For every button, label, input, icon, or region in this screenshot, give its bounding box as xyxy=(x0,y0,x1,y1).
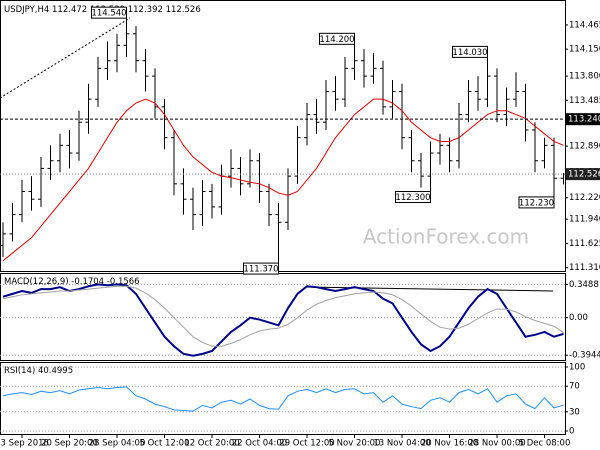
y-tick-label: 111.940 xyxy=(569,215,600,225)
macd-value: -0.1704 xyxy=(71,277,104,287)
annotation-box xyxy=(319,32,355,45)
x-tick-label: 12 Oct 20:00 xyxy=(184,439,239,449)
x-tick-label: 5 Dec 08:00 xyxy=(519,439,571,449)
annotation-label: 114.540 xyxy=(91,9,126,19)
y-tick-label: 114.150 xyxy=(569,45,600,55)
x-tick-label: 5 Nov 20:00 xyxy=(329,439,381,449)
annotation-box xyxy=(518,196,555,209)
annotation-box xyxy=(452,45,488,58)
series-line xyxy=(2,283,564,357)
x-tick-label: 13 Nov 04:00 xyxy=(373,439,430,449)
annotation-label: 112.230 xyxy=(519,198,554,208)
y-tick-label: 111.310 xyxy=(569,263,600,273)
y-tick-label: -0.3944 xyxy=(569,351,600,361)
open-value: 112.472 xyxy=(52,5,87,15)
y-tick-label: 0 xyxy=(569,427,574,437)
x-tick-label: 28 Sep 04:00 xyxy=(89,439,146,449)
annotation-label: 112.300 xyxy=(395,193,430,203)
series-line xyxy=(2,285,564,347)
rsi-panel xyxy=(0,362,566,435)
signal-value: -0.1566 xyxy=(107,277,140,287)
x-tick-label: 22 Oct 04:00 xyxy=(232,439,287,449)
annotation-label: 114.030 xyxy=(452,48,487,58)
annotation-label: 114.200 xyxy=(319,35,354,45)
x-tick-label: 28 Nov 00:00 xyxy=(468,439,525,449)
current-price-box xyxy=(566,168,600,181)
level-label: 113.240 xyxy=(568,115,600,125)
low-value: 112.392 xyxy=(128,5,163,15)
moving-average xyxy=(2,98,564,262)
watermark: ActionForex.com xyxy=(363,225,529,249)
y-tick-label: 113.485 xyxy=(569,96,600,106)
y-tick-label: 112.220 xyxy=(569,193,600,203)
rsi-title: RSI(14) xyxy=(4,366,35,376)
y-tick-label: 112.890 xyxy=(569,142,600,152)
annotation-box xyxy=(91,6,127,19)
current-price-label: 112.526 xyxy=(568,170,600,180)
trend-line xyxy=(0,17,131,99)
price-panel xyxy=(0,0,566,272)
rsi-header: RSI(14) 40.4995 xyxy=(4,366,73,376)
y-tick-label: 30 xyxy=(569,407,580,417)
y-tick-label: 111.625 xyxy=(569,239,600,249)
rsi-value: 40.4995 xyxy=(38,366,73,376)
level-box xyxy=(566,113,600,126)
y-tick-label: 113.800 xyxy=(569,72,600,82)
symbol: USDJPY,H4 xyxy=(4,5,49,15)
macd-trend-line xyxy=(304,286,554,292)
x-tick-label: 20 Sep 20:00 xyxy=(41,439,98,449)
y-tick-label: 114.465 xyxy=(569,20,600,30)
macd-title: MACD(12,26,9) xyxy=(4,277,69,287)
x-tick-label: 13 Sep 2018 xyxy=(0,439,49,449)
y-tick-label: 70 xyxy=(569,382,580,392)
series-line xyxy=(2,386,564,412)
x-tick-label: 5 Oct 12:00 xyxy=(139,439,189,449)
macd-header: MACD(12,26,9) -0.1704 -0.1566 xyxy=(4,277,140,287)
x-tick-label: 29 Oct 12:00 xyxy=(279,439,334,449)
annotation-box xyxy=(395,191,431,204)
x-tick-label: 20 Nov 16:00 xyxy=(421,439,478,449)
macd-panel xyxy=(0,273,566,361)
y-tick-label: 100 xyxy=(569,363,585,373)
y-tick-label: 0.3488 xyxy=(569,280,599,290)
annotation-label: 111.370 xyxy=(243,265,278,275)
y-tick-label: 0.00 xyxy=(569,313,588,323)
annotation-box xyxy=(243,262,279,275)
close-value: 112.526 xyxy=(166,5,201,15)
